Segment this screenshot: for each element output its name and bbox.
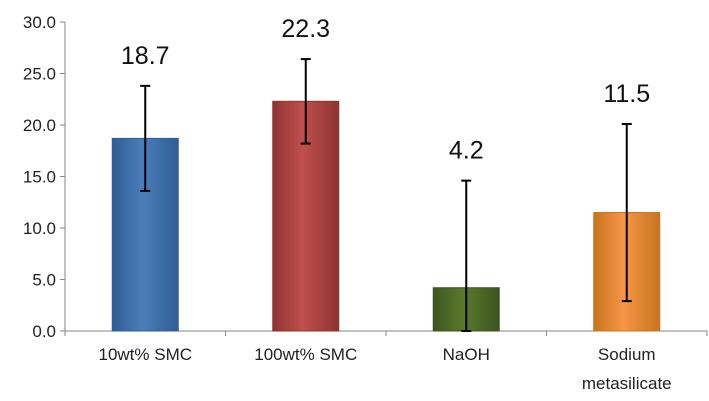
data-label-naoh: 4.2 [449,137,484,165]
y-tick-label: 0.0 [32,322,56,341]
error-bar-100wt-smc [300,58,311,145]
x-axis [64,330,708,336]
category-label-10wt-smc: 10wt% SMC [98,345,192,364]
category-label-sodium-metasilicate: Sodium metasilicate [582,345,672,393]
error-bar-10wt-smc [140,84,151,192]
data-labels: 18.7 22.3 4.2 11.5 [121,15,650,165]
y-tick-label: 5.0 [32,271,56,290]
data-label-100wt-smc: 22.3 [281,15,330,43]
y-tick-label: 20.0 [23,116,56,135]
error-bar-naoh [461,179,472,332]
error-bars [140,58,632,332]
y-tick-label: 25.0 [23,65,56,84]
y-tick-label: 30.0 [23,13,56,32]
data-label-sodium-metasilicate: 11.5 [603,80,650,108]
y-axis: 0.0 5.0 10.0 15.0 20.0 25.0 30.0 [23,13,66,341]
data-label-10wt-smc: 18.7 [121,42,170,70]
category-label-naoh: NaOH [443,345,490,364]
y-tick-label: 10.0 [23,219,56,238]
bars [111,100,661,332]
category-label-100wt-smc: 100wt% SMC [254,345,357,364]
error-bar-sodium-metasilicate [621,122,632,303]
category-labels: 10wt% SMC 100wt% SMC NaOH Sodium metasilicat… [98,345,671,393]
y-tick-label: 15.0 [23,168,56,187]
